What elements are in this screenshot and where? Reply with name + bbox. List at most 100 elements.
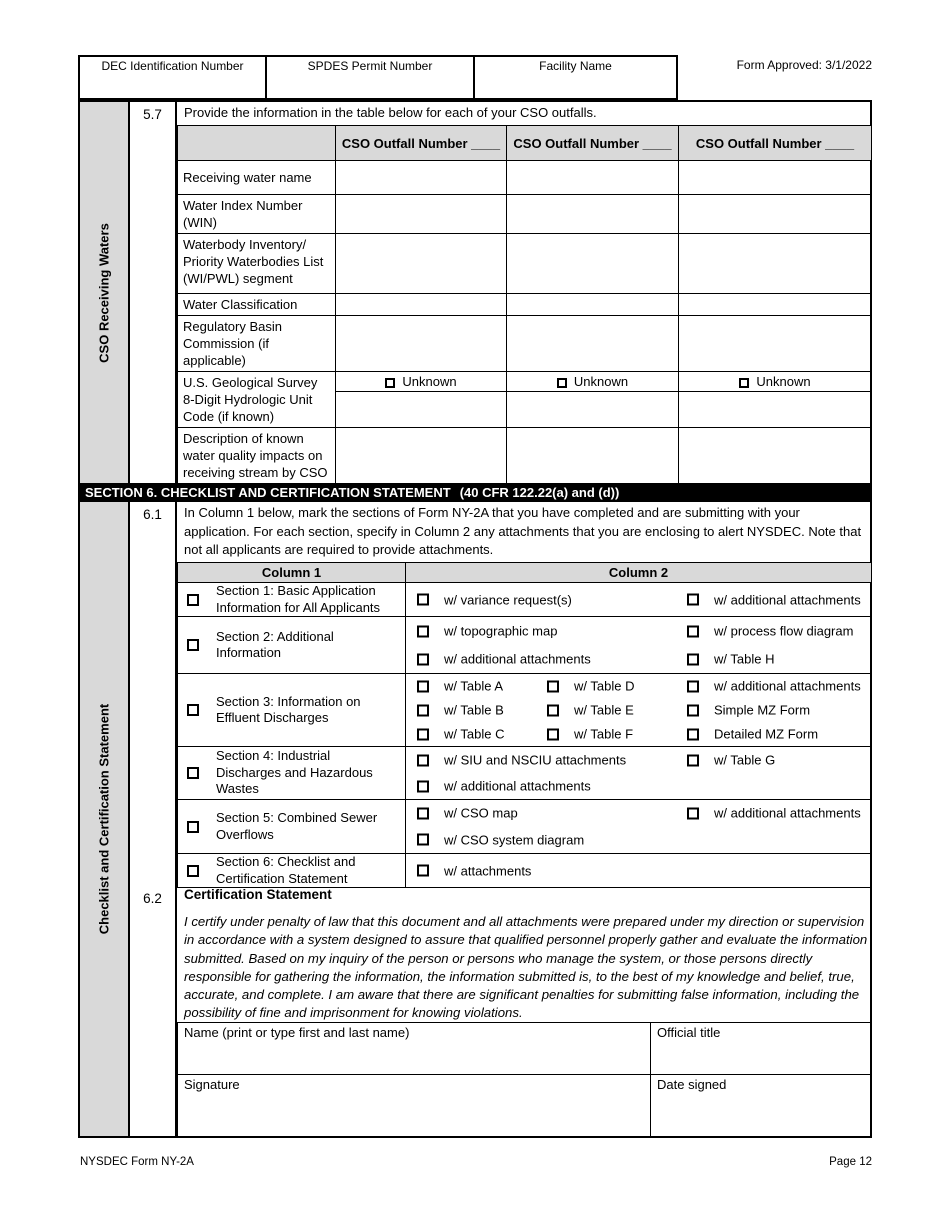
outfall-number-header-3[interactable]: CSO Outfall Number ____ bbox=[678, 125, 872, 161]
table-g-checkbox[interactable] bbox=[687, 754, 699, 766]
attachment-label: w/ Table A bbox=[444, 678, 504, 694]
cso-system-diagram-checkbox[interactable] bbox=[417, 833, 429, 846]
section-2-checkbox[interactable] bbox=[187, 639, 199, 651]
section-4-attachments: w/ SIU and NSCIU attachments w/ Table G … bbox=[405, 746, 872, 800]
section-5-label: Section 5: Combined Sewer Overflows bbox=[216, 810, 378, 842]
outfall-input-cell[interactable] bbox=[506, 160, 679, 195]
attachment-label: w/ attachments bbox=[444, 863, 532, 878]
signature-table: Name (print or type first and last name)… bbox=[177, 1022, 872, 1138]
outfall-input-cell[interactable] bbox=[678, 160, 872, 195]
outfall-input-cell[interactable] bbox=[506, 391, 679, 428]
outfall-input-cell[interactable] bbox=[678, 194, 872, 234]
unknown-checkbox-2[interactable] bbox=[556, 378, 567, 388]
outfall-number-header-1[interactable]: CSO Outfall Number ____ bbox=[335, 125, 507, 161]
table-row: Water Index Number (WIN) bbox=[177, 194, 872, 234]
spdes-permit-field[interactable]: SPDES Permit Number bbox=[267, 57, 475, 98]
attachment-label: w/ Table D bbox=[574, 678, 635, 694]
outfall-input-cell[interactable] bbox=[678, 233, 872, 294]
form-body: CSO Receiving Waters Checklist and Certi… bbox=[78, 100, 872, 1138]
variance-request-checkbox[interactable] bbox=[417, 593, 429, 606]
section-1-checkbox[interactable] bbox=[187, 593, 199, 606]
checklist-header-row: Column 1 Column 2 bbox=[177, 562, 872, 583]
outfall-input-cell[interactable] bbox=[506, 293, 679, 316]
table-row: Regulatory Basin Commission (if applicab… bbox=[177, 315, 872, 372]
section-3-attachments: w/ Table A w/ Table D w/ additional atta… bbox=[405, 673, 872, 747]
signature-field[interactable]: Signature bbox=[177, 1074, 651, 1138]
dec-id-field[interactable]: DEC Identification Number bbox=[80, 57, 267, 98]
outfall-number-header-2[interactable]: CSO Outfall Number ____ bbox=[506, 125, 679, 161]
attachment-label: w/ additional attachments bbox=[444, 778, 591, 794]
outfall-input-cell[interactable] bbox=[506, 233, 679, 294]
column2-header: Column 2 bbox=[405, 562, 872, 583]
outfall-input-cell[interactable] bbox=[506, 315, 679, 372]
table-row: Name (print or type first and last name)… bbox=[177, 1022, 872, 1075]
section-5-attachments: w/ CSO map w/ additional attachments w/ … bbox=[405, 799, 872, 854]
signature-label: Signature bbox=[184, 1077, 240, 1092]
official-title-field[interactable]: Official title bbox=[650, 1022, 872, 1075]
receiving-water-label: Receiving water name bbox=[177, 160, 336, 195]
checklist-row-section-4: Section 4: Industrial Discharges and Haz… bbox=[177, 746, 872, 800]
table-c-checkbox[interactable] bbox=[417, 728, 429, 740]
table-a-checkbox[interactable] bbox=[417, 680, 429, 692]
item-number-6-2: 6.2 bbox=[143, 891, 162, 906]
outfall-input-cell[interactable] bbox=[506, 194, 679, 234]
detailed-mz-form-checkbox[interactable] bbox=[687, 728, 699, 740]
usgs-huc-label: U.S. Geological Survey 8-Digit Hydrologi… bbox=[177, 371, 336, 428]
section-6-checkbox[interactable] bbox=[187, 864, 199, 877]
outfall-input-cell[interactable] bbox=[335, 160, 507, 195]
s4-additional-attachments-checkbox[interactable] bbox=[417, 780, 429, 792]
attachment-label: w/ additional attachments bbox=[714, 805, 861, 821]
outfall-input-cell[interactable] bbox=[335, 194, 507, 234]
attachment-label: w/ SIU and NSCIU attachments bbox=[444, 752, 627, 768]
unknown-checkbox-1[interactable] bbox=[385, 378, 396, 388]
outfall-input-cell[interactable] bbox=[335, 315, 507, 372]
cso-map-checkbox[interactable] bbox=[417, 807, 429, 819]
footer-page-number: Page 12 bbox=[829, 1156, 872, 1168]
facility-name-field[interactable]: Facility Name bbox=[475, 57, 676, 98]
date-signed-field[interactable]: Date signed bbox=[650, 1074, 872, 1138]
outfall-input-cell[interactable] bbox=[678, 391, 872, 428]
sidebar-label-checklist: Checklist and Certification Statement bbox=[96, 703, 112, 935]
s2-additional-attachments-checkbox[interactable] bbox=[417, 653, 429, 665]
section-3-checkbox[interactable] bbox=[187, 704, 199, 716]
checklist-row-section-6: Section 6: Checklist and Certification S… bbox=[177, 853, 872, 888]
outfall-input-cell[interactable] bbox=[335, 293, 507, 316]
section-5-checkbox[interactable] bbox=[187, 820, 199, 833]
usgs-unknown-cell-2: Unknown bbox=[506, 371, 679, 392]
outfall-input-cell[interactable] bbox=[335, 233, 507, 294]
table-f-checkbox[interactable] bbox=[547, 728, 559, 740]
facility-name-label: Facility Name bbox=[539, 59, 612, 73]
process-flow-diagram-checkbox[interactable] bbox=[687, 625, 699, 637]
section-4-checkbox[interactable] bbox=[187, 767, 199, 779]
dec-id-label: DEC Identification Number bbox=[101, 59, 244, 73]
outfall-input-cell[interactable] bbox=[678, 315, 872, 372]
table-d-checkbox[interactable] bbox=[547, 680, 559, 692]
name-field[interactable]: Name (print or type first and last name) bbox=[177, 1022, 651, 1075]
outfall-input-cell[interactable] bbox=[335, 391, 507, 428]
simple-mz-form-checkbox[interactable] bbox=[687, 704, 699, 716]
sidebar-checklist-certification: Checklist and Certification Statement bbox=[80, 502, 130, 1136]
attachment-label: w/ Table G bbox=[714, 752, 776, 768]
table-b-checkbox[interactable] bbox=[417, 704, 429, 716]
attachment-label: w/ additional attachments bbox=[714, 678, 861, 694]
outfall-header-empty bbox=[177, 125, 336, 161]
attachment-label: w/ Table B bbox=[444, 702, 504, 718]
unknown-label: Unknown bbox=[756, 374, 811, 389]
s5-additional-attachments-checkbox[interactable] bbox=[687, 807, 699, 819]
sidebar-label-cso: CSO Receiving Waters bbox=[96, 222, 112, 363]
unknown-checkbox-3[interactable] bbox=[739, 378, 750, 388]
table-h-checkbox[interactable] bbox=[687, 653, 699, 665]
content-column: Provide the information in the table bel… bbox=[177, 102, 872, 1138]
s1-additional-attachments-checkbox[interactable] bbox=[687, 593, 699, 606]
s3-additional-attachments-checkbox[interactable] bbox=[687, 680, 699, 692]
outfall-input-cell[interactable] bbox=[678, 293, 872, 316]
checklist-row-section-1: Section 1: Basic Application Information… bbox=[177, 582, 872, 617]
table-e-checkbox[interactable] bbox=[547, 704, 559, 716]
section-1-attachments: w/ variance request(s) w/ additional att… bbox=[405, 582, 872, 617]
attachments-checkbox[interactable] bbox=[417, 864, 429, 877]
usgs-unknown-cell-1: Unknown bbox=[335, 371, 507, 392]
topographic-map-checkbox[interactable] bbox=[417, 625, 429, 637]
siu-nsciu-attachments-checkbox[interactable] bbox=[417, 754, 429, 766]
table-row: U.S. Geological Survey 8-Digit Hydrologi… bbox=[177, 371, 872, 428]
section-6-cfr-reference: (40 CFR 122.22(a) and (d)) bbox=[459, 485, 620, 500]
